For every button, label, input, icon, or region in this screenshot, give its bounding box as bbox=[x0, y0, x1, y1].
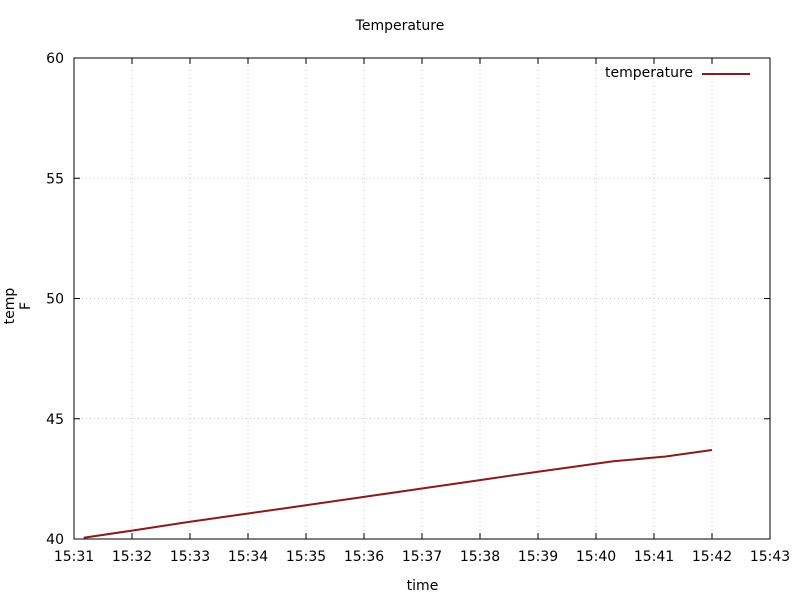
x-axis-label: time bbox=[406, 578, 439, 594]
chart-title: Temperature bbox=[355, 18, 445, 34]
y-tick-label: 55 bbox=[46, 171, 64, 187]
x-tick-label: 15:33 bbox=[170, 549, 210, 565]
x-tick-label: 15:42 bbox=[692, 549, 732, 565]
x-tick-label: 15:32 bbox=[112, 549, 152, 565]
x-tick-label: 15:37 bbox=[402, 549, 442, 565]
x-tick-label: 15:34 bbox=[228, 549, 268, 565]
series-line-temperature bbox=[83, 449, 713, 539]
y-tick-label: 45 bbox=[46, 412, 64, 428]
y-axis-label: temp F bbox=[2, 287, 34, 325]
x-tick-label: 15:38 bbox=[460, 549, 500, 565]
axis-ticks: 15:31 15:32 15:33 15:34 15:35 15:36 15:37 15:38… bbox=[46, 51, 790, 565]
x-tick-label: 15:36 bbox=[344, 549, 384, 565]
x-tick-label: 15:43 bbox=[750, 549, 790, 565]
y-tick-label: 40 bbox=[46, 532, 64, 548]
x-tick-label: 15:39 bbox=[518, 549, 558, 565]
x-tick-label: 15:41 bbox=[634, 549, 674, 565]
grid-lines bbox=[74, 58, 770, 539]
series-layer bbox=[83, 449, 713, 539]
y-tick-label: 50 bbox=[46, 292, 64, 308]
x-tick-label: 15:40 bbox=[576, 549, 616, 565]
x-tick-label: 15:31 bbox=[54, 549, 94, 565]
y-tick-label: 60 bbox=[46, 51, 64, 67]
x-tick-label: 15:35 bbox=[286, 549, 326, 565]
legend-entry: temperature bbox=[605, 65, 693, 81]
